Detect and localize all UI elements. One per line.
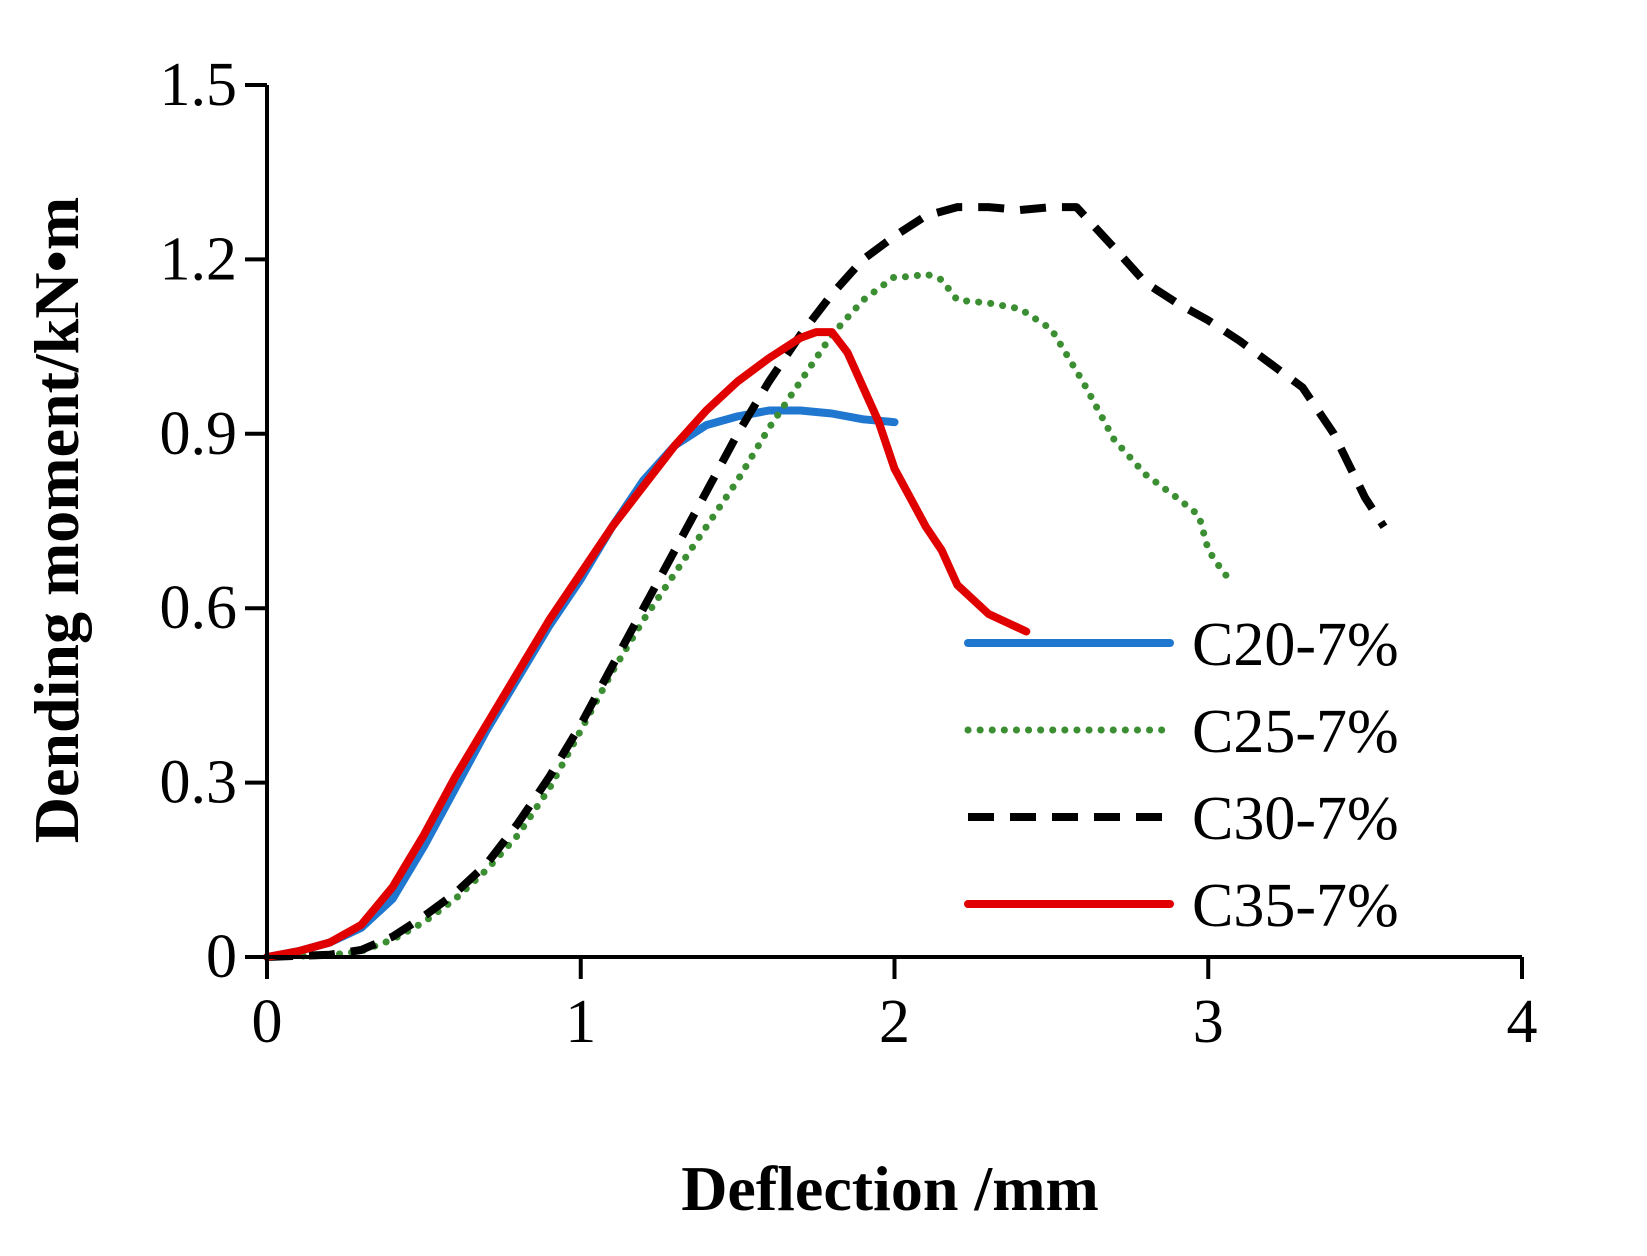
y-tick-label: 1.5 [160, 51, 238, 119]
y-tick-label: 0 [206, 923, 237, 991]
x-axis-title: Deflection /mm [681, 1153, 1099, 1224]
legend-label: C20-7% [1192, 611, 1399, 679]
y-axis-title: Dending moment/kN•m [21, 197, 92, 843]
y-tick-label: 0.6 [160, 574, 238, 642]
legend-label: C30-7% [1192, 785, 1399, 853]
legend-label: C35-7% [1192, 872, 1399, 940]
x-tick-label: 0 [252, 988, 283, 1056]
axes-layer: 0 0.3 0.6 0.9 1.2 1.5 0 1 2 3 4 [160, 51, 1538, 1056]
series-layer [263, 203, 1388, 961]
series-line-c35-7- [263, 328, 1031, 961]
x-tick-label: 3 [1193, 988, 1224, 1056]
x-tick-label: 2 [879, 988, 910, 1056]
y-tick-label: 1.2 [160, 225, 238, 293]
x-tick-label: 4 [1507, 988, 1538, 1056]
y-tick-label: 0.9 [160, 400, 238, 468]
x-tick-label: 1 [565, 988, 596, 1056]
legend: C20-7% C25-7% C30-7% C35-7% [964, 611, 1399, 940]
y-tick-label: 0.3 [160, 749, 238, 817]
series-line-c20-7- [263, 406, 899, 961]
series-line-c30-7- [266, 203, 1388, 961]
legend-label: C25-7% [1192, 698, 1399, 766]
